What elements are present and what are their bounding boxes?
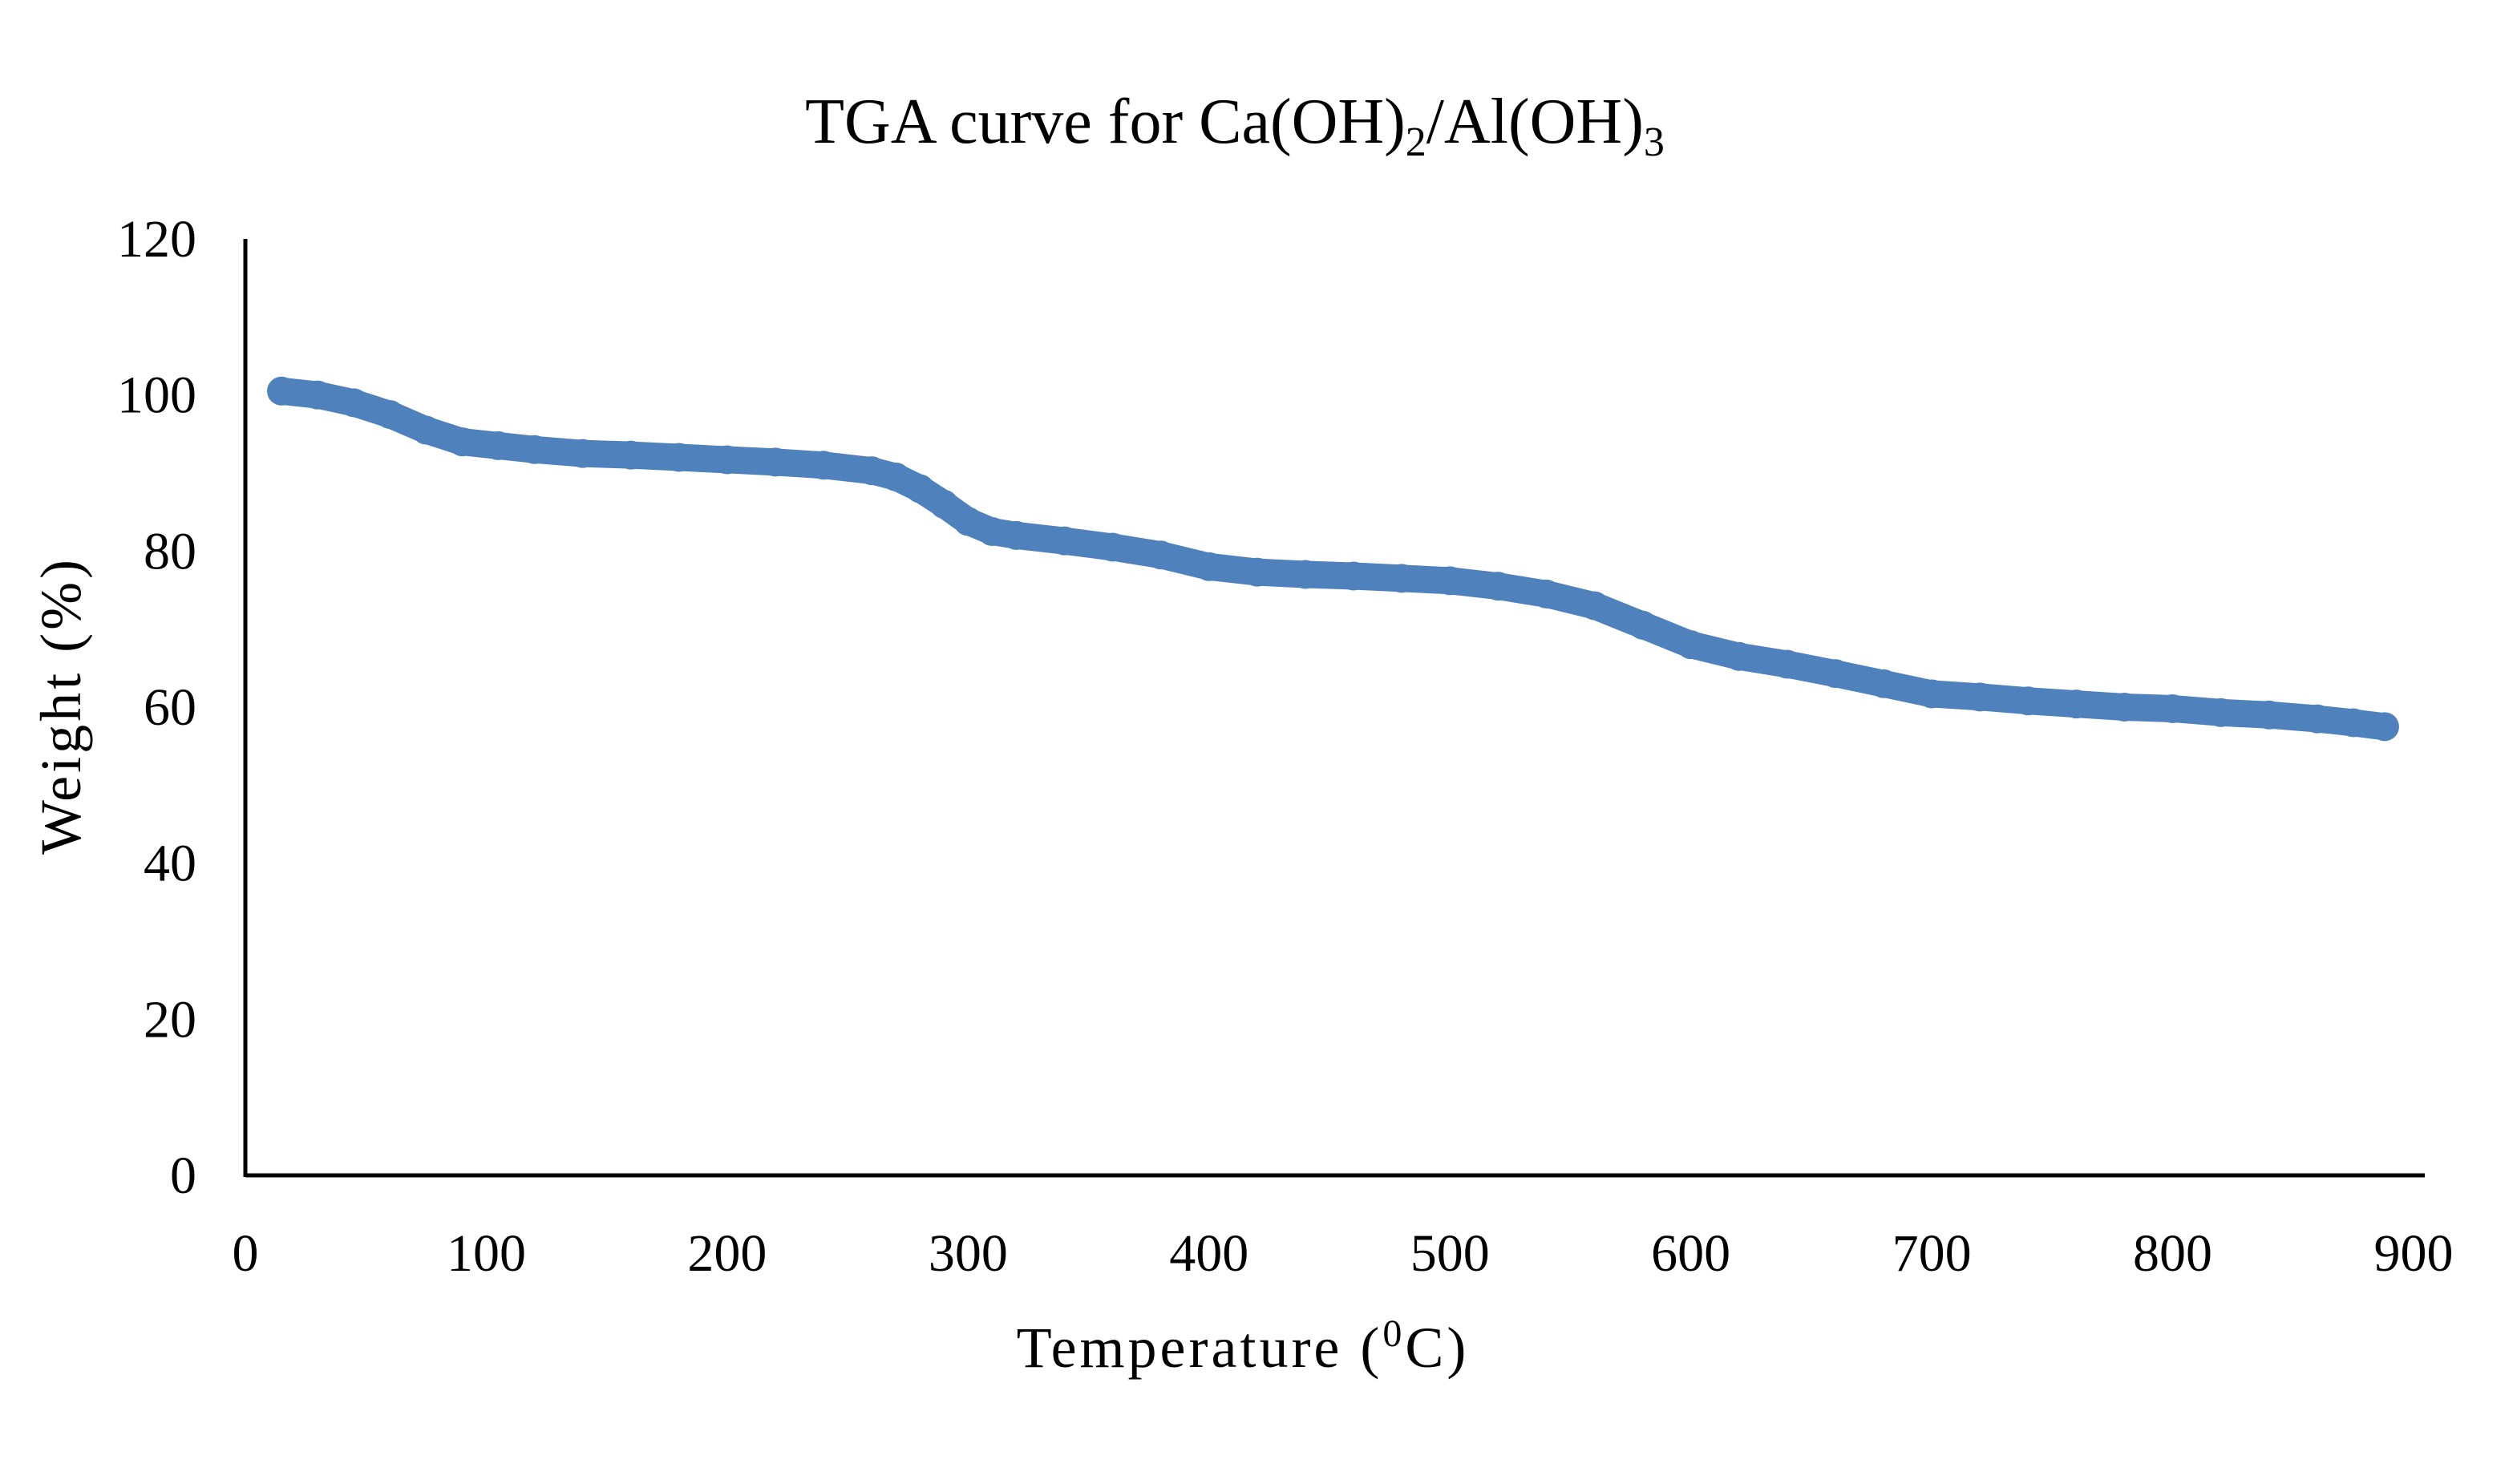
chart-title: TGA curve for Ca(OH)2/Al(OH)3 xyxy=(805,87,1665,165)
data-point xyxy=(339,388,369,418)
y-tick-label: 120 xyxy=(117,210,196,269)
x-axis-title-main: Temperature ( xyxy=(1017,1316,1383,1380)
x-tick-label: 600 xyxy=(1651,1224,1730,1283)
data-point xyxy=(447,427,477,457)
data-point xyxy=(809,451,839,480)
data-point xyxy=(2062,689,2091,719)
x-tick-label: 100 xyxy=(447,1224,526,1283)
x-tick-label: 700 xyxy=(1892,1224,1972,1283)
y-tick-label: 40 xyxy=(144,835,196,893)
series-line xyxy=(268,377,2398,741)
data-point xyxy=(484,431,513,460)
data-point xyxy=(1772,649,1802,679)
y-tick-label: 60 xyxy=(144,678,196,737)
y-axis-ticks: 0 20 40 60 80 100 120 xyxy=(117,210,196,1205)
data-point xyxy=(2338,708,2368,738)
data-point xyxy=(1146,540,1176,570)
data-point xyxy=(1676,630,1706,660)
data-point xyxy=(1050,526,1079,556)
y-tick-label: 80 xyxy=(144,522,196,580)
data-point xyxy=(1002,520,1031,550)
x-tick-label: 500 xyxy=(1410,1224,1490,1283)
chart-title-subscript-1: 2 xyxy=(1406,119,1426,165)
data-point xyxy=(1194,552,1224,581)
data-point xyxy=(857,456,887,486)
data-point xyxy=(1387,564,1417,593)
data-point xyxy=(1483,572,1513,601)
data-point xyxy=(760,447,790,477)
x-axis-title: Temperature (0C) xyxy=(1017,1312,1470,1380)
data-point xyxy=(1290,560,1320,589)
chart-title-main: TGA curve for Ca(OH) xyxy=(805,87,1406,157)
x-tick-label: 0 xyxy=(233,1224,259,1283)
y-tick-label: 100 xyxy=(117,366,196,425)
plot-area xyxy=(267,376,2399,742)
data-point xyxy=(1869,669,1899,698)
data-point xyxy=(712,445,742,475)
data-point xyxy=(929,489,959,519)
data-point xyxy=(2254,700,2284,730)
x-tick-label: 400 xyxy=(1169,1224,1248,1283)
chart-title-middle: /Al(OH) xyxy=(1426,87,1644,157)
data-point xyxy=(2206,698,2236,727)
data-point xyxy=(1339,561,1369,591)
data-point xyxy=(1435,566,1465,596)
chart-title-subscript-2: 3 xyxy=(1644,119,1665,165)
data-point xyxy=(375,400,405,429)
data-point xyxy=(520,435,549,464)
data-point xyxy=(2158,693,2187,723)
data-point xyxy=(1917,679,1947,709)
data-point xyxy=(953,507,983,536)
x-tick-label: 900 xyxy=(2374,1224,2454,1283)
data-point xyxy=(881,462,911,491)
data-point xyxy=(2110,693,2139,722)
data-point xyxy=(2369,712,2399,742)
x-tick-label: 200 xyxy=(687,1224,767,1283)
data-point xyxy=(977,517,1007,546)
data-point xyxy=(1098,532,1127,562)
data-point xyxy=(1724,641,1754,671)
data-point xyxy=(664,443,694,472)
data-point xyxy=(1820,659,1850,689)
data-point xyxy=(1628,610,1657,640)
y-axis-title: Weight (%) xyxy=(29,556,93,855)
y-tick-label: 20 xyxy=(144,990,196,1049)
data-point xyxy=(411,415,441,445)
data-point xyxy=(616,440,645,470)
data-point xyxy=(2302,704,2332,734)
data-point xyxy=(905,474,935,503)
data-point xyxy=(303,380,333,410)
x-axis-title-end: C) xyxy=(1405,1316,1469,1380)
data-point xyxy=(1965,682,1995,712)
x-tick-label: 800 xyxy=(2133,1224,2212,1283)
data-point xyxy=(1532,579,1561,609)
y-tick-label: 0 xyxy=(170,1146,196,1205)
x-axis-ticks: 0 100 200 300 400 500 600 700 800 900 xyxy=(233,1224,2454,1283)
data-point xyxy=(267,376,297,406)
data-point xyxy=(1580,591,1609,621)
data-point xyxy=(2013,686,2043,716)
data-point xyxy=(1242,557,1272,587)
x-tick-label: 300 xyxy=(929,1224,1008,1283)
data-point xyxy=(568,439,597,468)
x-axis-title-superscript: 0 xyxy=(1382,1312,1405,1355)
